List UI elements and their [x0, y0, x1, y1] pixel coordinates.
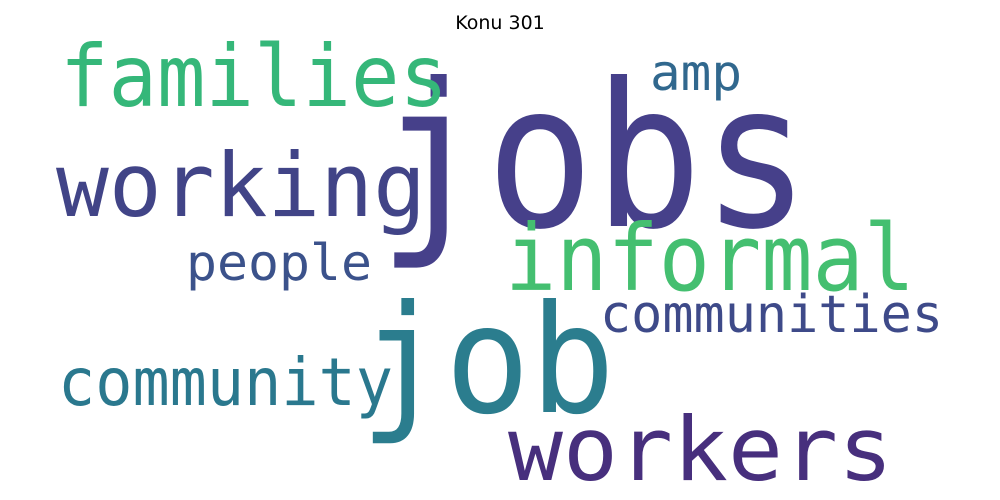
word-workers: workers: [508, 398, 893, 500]
word-working: working: [56, 134, 426, 237]
chart-title: Konu 301: [455, 12, 545, 34]
word-communities: communities: [600, 285, 943, 345]
word-amp: amp: [650, 44, 742, 102]
word-families: families: [60, 27, 448, 127]
word-informal: informal: [505, 205, 915, 312]
word-job: job: [360, 274, 615, 448]
word-people: people: [186, 234, 372, 292]
word-community: community: [58, 344, 393, 421]
word-jobs: jobs: [378, 41, 810, 274]
